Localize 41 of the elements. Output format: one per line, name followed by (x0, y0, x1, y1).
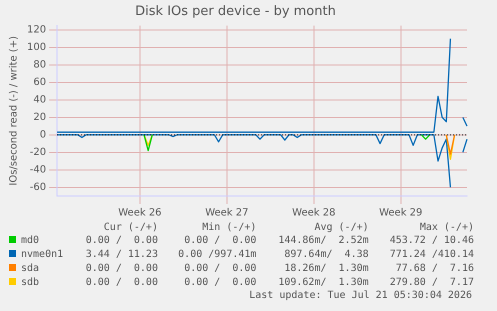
text: Cur (-/+) (102, 222, 159, 234)
text: 18.26m/ 1.30m (283, 262, 370, 276)
x-tick-label: Week 27 (205, 208, 249, 219)
text: 0.00 / 0.00 (84, 276, 159, 290)
text: 144.86m/ 2.52m (277, 234, 370, 248)
x-tick-label: Week 26 (118, 208, 162, 219)
x-tick-label: Week 29 (379, 208, 422, 219)
text: 0.00 / 0.00 (183, 262, 258, 276)
text: 771.24 /410.14 (388, 248, 475, 262)
text: Min (-/+) (201, 222, 258, 234)
legend-label: sda (20, 262, 40, 276)
y-tick-label: 0 (40, 129, 46, 140)
legend-label: nvme0n1 (20, 248, 64, 262)
y-tick-label: 40 (33, 94, 46, 106)
y-tick-label: -40 (30, 164, 46, 176)
text: 453.72 / 10.46 (388, 234, 475, 248)
y-tick-label: 20 (33, 112, 46, 123)
text: Avg (-/+) (313, 222, 370, 234)
y-tick-label: -20 (30, 146, 46, 158)
text: 0.00 / 0.00 (183, 276, 258, 290)
text: Last update: Tue Jul 21 05:30:04 2026 (248, 290, 473, 301)
legend-label: sdb (20, 276, 40, 290)
text: 0.00 / 0.00 (84, 262, 159, 276)
y-axis-title: IOs/second read (-) / write (+) (8, 36, 20, 186)
text: 77.68 / 7.16 (394, 262, 475, 276)
text: 897.64m/ 4.38 (283, 248, 370, 262)
chart-title: Disk IOs per device - by month (135, 4, 336, 20)
legend-label: md0 (20, 234, 40, 248)
text: 109.62m/ 1.30m (277, 276, 370, 290)
text: 3.44 / 11.23 (84, 248, 159, 262)
text: Max (-/+) (418, 222, 475, 234)
text: 0.00 /997.41m (177, 248, 258, 262)
text: 0.00 / 0.00 (84, 234, 159, 248)
text: 279.80 / 7.17 (388, 276, 475, 290)
y-tick-label: 60 (33, 76, 46, 88)
y-tick-label: 80 (33, 60, 46, 71)
x-tick-label: Week 28 (292, 208, 336, 219)
y-tick-label: 100 (26, 42, 46, 54)
text: 0.00 / 0.00 (183, 234, 258, 248)
y-tick-label: -60 (30, 182, 46, 193)
y-tick-label: 120 (26, 24, 46, 36)
